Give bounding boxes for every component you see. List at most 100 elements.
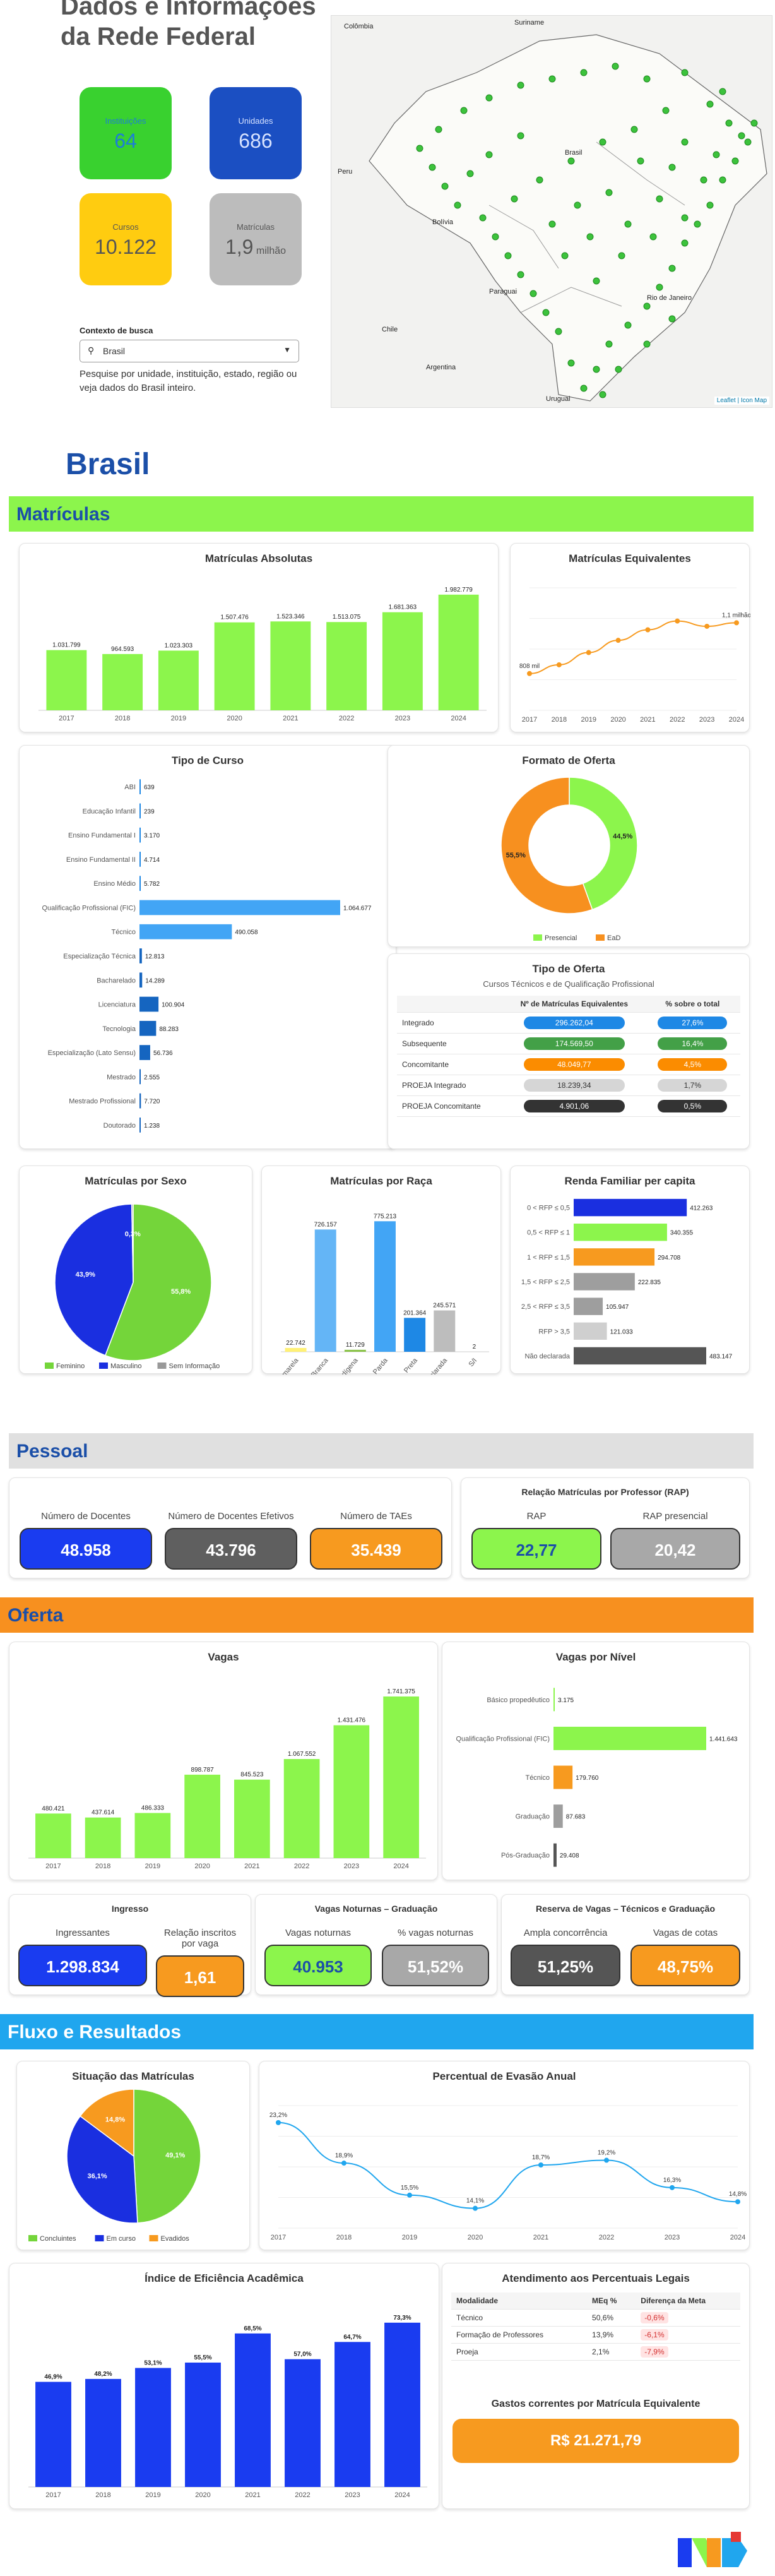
stat-vagas-noturnas: Vagas noturnas 40.953 (264, 1928, 372, 1986)
campus-marker (567, 359, 575, 367)
campus-marker (700, 176, 707, 184)
tick-label: 2022 (294, 1863, 309, 1870)
bar-label: 55,5% (194, 2354, 211, 2361)
tipo-oferta-table-wrap: Nº de Matrículas Equivalentes% sobre o t… (397, 996, 740, 1117)
legend-swatch (95, 2235, 104, 2241)
data-label: 15,5% (401, 2185, 418, 2191)
row-meq: 13,9% (587, 2326, 636, 2344)
tick-label: Qualificação Profissional (FIC) (456, 1735, 550, 1743)
tick-label: Ensino Médio (93, 880, 136, 888)
map-label: Peru (338, 168, 352, 176)
bar-label: 179.760 (576, 1775, 599, 1782)
chart-title: Formato de Oferta (522, 754, 615, 766)
row-pct: 16,4% (644, 1033, 740, 1054)
tick-label: Pós-Graduação (501, 1852, 550, 1859)
chart-title: Índice de Eficiência Acadêmica (145, 2272, 304, 2284)
map-panel[interactable]: Colômbia Suriname Brasil Peru Bolívia Paragua… (331, 15, 772, 408)
tick-label: 2022 (670, 716, 685, 724)
bar (139, 1118, 141, 1133)
pct-pill: 1,7% (658, 1079, 728, 1092)
data-point (645, 627, 651, 633)
campus-marker (681, 69, 689, 76)
tick-label: 2023 (344, 1863, 359, 1870)
bar-label: 57,0% (293, 2351, 311, 2358)
campus-marker (662, 107, 670, 114)
bar-label: 490.058 (235, 929, 258, 936)
bar (553, 1765, 573, 1789)
data-label: 19,2% (598, 2150, 615, 2157)
bar (102, 653, 143, 710)
tick-label: 2023 (395, 715, 410, 722)
stat-label: % vagas noturnas (397, 1928, 474, 1938)
campus-marker (637, 157, 644, 165)
stat-relacao: Relação inscritos por vaga 1,61 (156, 1928, 244, 1997)
bar-label: 11.729 (346, 1342, 365, 1349)
tick-label: Licenciatura (98, 1001, 136, 1009)
gastos-value: R$ 21.271,79 (453, 2419, 739, 2463)
section-matriculas-title: Matrículas (16, 504, 110, 525)
tick-label: 2022 (339, 715, 354, 722)
bar-label: 88.283 (159, 1026, 179, 1033)
campus-marker (643, 302, 651, 310)
bar-label: 639 (144, 784, 155, 791)
tick-label: RFP > 3,5 (538, 1328, 570, 1335)
tile-3: Matrículas 1,9 milhão (210, 193, 302, 285)
tick-label: 2018 (115, 715, 130, 722)
bar (139, 900, 340, 915)
row-modalidade: Técnico (451, 2309, 588, 2327)
stat-label: Vagas de cotas (653, 1928, 718, 1938)
noturnas-title: Vagas Noturnas – Graduação (314, 1904, 438, 1914)
bar-label: 46,9% (44, 2374, 62, 2381)
bar-label: 121.033 (610, 1328, 634, 1335)
legend-label: Presencial (545, 934, 577, 942)
campus-marker (668, 164, 676, 171)
campus-marker (624, 220, 632, 228)
data-point (276, 2120, 281, 2125)
card-noturnas: Vagas Noturnas – Graduação Vagas noturna… (255, 1894, 497, 1995)
campus-marker (593, 366, 600, 373)
bar (139, 876, 141, 891)
bar (134, 1813, 171, 1858)
legend-swatch (596, 934, 605, 941)
tick-label: Não declarada (414, 1356, 449, 1374)
card-ingresso: Ingresso Ingressantes 1.298.834 Relação i… (9, 1894, 251, 1997)
bar-label: 898.787 (191, 1767, 215, 1774)
section-oferta-title: Oferta (8, 1605, 64, 1626)
bar (139, 948, 142, 963)
tick-label: Técnico (111, 929, 136, 936)
bar (85, 1817, 121, 1858)
campus-marker (656, 283, 663, 291)
chart-vagas: 480.421 2017 437.614 2018 486.333 2019 898.787… (28, 1688, 426, 1870)
map-attribution[interactable]: Leaflet | Icon Map (714, 397, 769, 405)
search-select[interactable]: ⚲ Brasil ▼ (80, 340, 299, 362)
bar (285, 1347, 307, 1352)
campus-marker (567, 157, 575, 165)
tick-label: 2024 (393, 1863, 408, 1870)
map-label: Brasil (565, 149, 583, 157)
card-evasao: Percentual de Evasão Anual 23,2% 2017 18,9%… (259, 2061, 750, 2250)
tick-label: Parda (372, 1356, 390, 1374)
campus-marker (460, 107, 468, 114)
campus-marker (643, 340, 651, 348)
map-canvas[interactable]: Colômbia Suriname Brasil Peru Bolívia Paragua… (331, 16, 772, 408)
tick-label: Especialização (Lato Sensu) (48, 1049, 136, 1057)
tick-label: 1,5 < RFP ≤ 2,5 (521, 1279, 570, 1286)
stat-taes: Número de TAEs 35.439 (310, 1511, 442, 1570)
tick-label: Mestrado Profissional (69, 1098, 136, 1106)
tick-label: 2023 (345, 2491, 360, 2499)
bar-label: 2 (473, 1344, 476, 1351)
campus-marker (441, 182, 449, 190)
data-point (586, 650, 591, 655)
tile-label: Cursos (112, 222, 139, 232)
bar (139, 1020, 157, 1036)
bar-label: 1.441.643 (709, 1736, 738, 1743)
bar (234, 1779, 270, 1858)
value-pill: 48.049,77 (523, 1058, 625, 1071)
legend-swatch (533, 934, 542, 941)
table-row: Concomitante 48.049,77 4,5% (397, 1054, 740, 1075)
campus-marker (517, 81, 524, 89)
bar (139, 803, 141, 819)
tick-label: Bacharelado (97, 977, 136, 984)
row-pct: 1,7% (644, 1075, 740, 1096)
pie-slice (131, 1203, 134, 1283)
